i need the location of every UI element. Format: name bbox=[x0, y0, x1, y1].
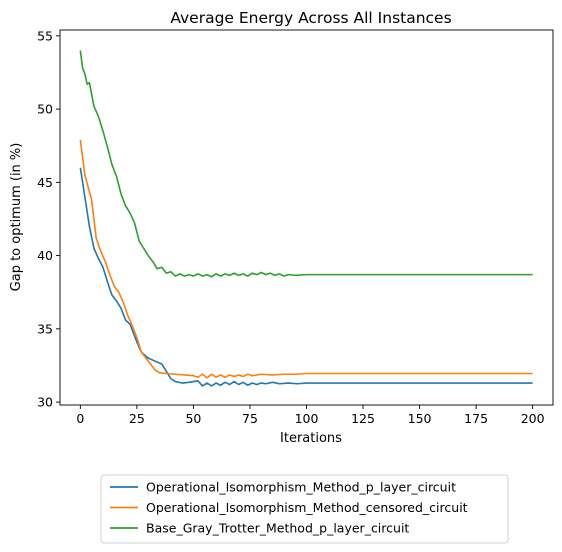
x-tick-label: 50 bbox=[185, 411, 201, 426]
x-tick-label: 200 bbox=[521, 411, 545, 426]
plot-area bbox=[59, 29, 554, 406]
legend-label-2: Operational_Isomorphism_Method_censored_… bbox=[146, 500, 468, 515]
x-axis-ticks: 0 25 50 75 100 125 150 175 200 bbox=[76, 405, 545, 426]
y-tick-label: 55 bbox=[37, 28, 53, 43]
x-tick-label: 175 bbox=[464, 411, 488, 426]
legend: Operational_Isomorphism_Method_p_layer_c… bbox=[100, 474, 509, 544]
y-axis-label: Gap to optimum (in %) bbox=[9, 143, 24, 292]
y-tick-label: 40 bbox=[37, 248, 53, 263]
y-axis-ticks: 30 35 40 45 50 55 bbox=[37, 28, 60, 410]
series-line-3 bbox=[79, 50, 533, 278]
x-tick-label: 125 bbox=[351, 411, 375, 426]
x-tick-label: 0 bbox=[76, 411, 84, 426]
x-tick-label: 25 bbox=[129, 411, 145, 426]
x-tick-label: 100 bbox=[295, 411, 319, 426]
legend-label-1: Operational_Isomorphism_Method_p_layer_c… bbox=[146, 480, 456, 495]
y-tick-label: 35 bbox=[37, 321, 53, 336]
series-line-1 bbox=[79, 167, 533, 387]
x-tick-label: 75 bbox=[242, 411, 258, 426]
x-axis-label: Iterations bbox=[280, 431, 342, 446]
legend-label-3: Base_Gray_Trotter_Method_p_layer_circuit bbox=[146, 521, 409, 536]
legend-box bbox=[100, 474, 509, 544]
plot-frame bbox=[59, 29, 554, 406]
y-tick-label: 50 bbox=[37, 102, 53, 117]
x-tick-label: 150 bbox=[408, 411, 432, 426]
y-tick-label: 30 bbox=[37, 395, 53, 410]
chart-title: Average Energy Across All Instances bbox=[170, 9, 451, 27]
y-tick-label: 45 bbox=[37, 175, 53, 190]
series-line-2 bbox=[79, 139, 533, 379]
